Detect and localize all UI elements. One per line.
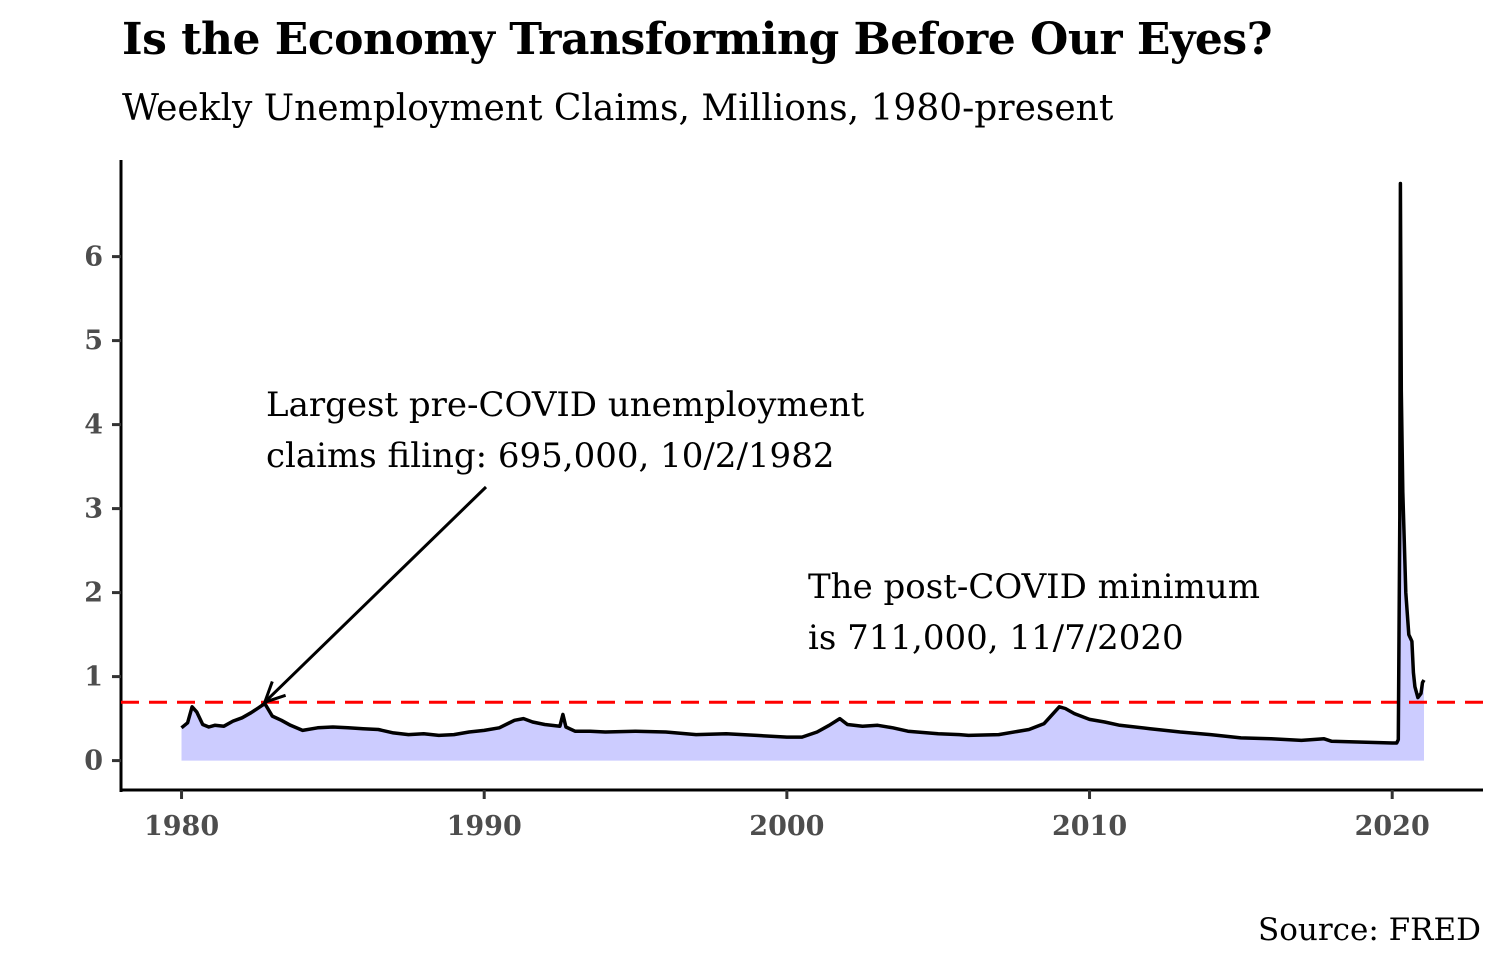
y-tick-label-4: 4	[84, 410, 103, 441]
annotation-pre-covid-max-line-1: Largest pre-COVID unemployment	[266, 385, 865, 425]
annotation-pre-covid-max: Largest pre-COVID unemployment claims fi…	[262, 385, 865, 705]
annotation-arrowhead	[262, 680, 287, 705]
annotation-arrow	[263, 485, 488, 704]
x-tick-label-2000: 2000	[749, 811, 824, 842]
annotation-post-covid-min: The post-COVID minimum is 711,000, 11/7/…	[808, 567, 1260, 658]
source-note: Source: FRED	[1257, 912, 1481, 948]
y-tick-label-5: 5	[84, 326, 103, 357]
x-tick-label-1980: 1980	[144, 811, 219, 842]
chart-subtitle: Weekly Unemployment Claims, Millions, 19…	[122, 88, 1114, 129]
chart-title: Is the Economy Transforming Before Our E…	[122, 14, 1272, 65]
y-tick-label-2: 2	[84, 578, 103, 609]
y-tick-label-1: 1	[84, 662, 103, 693]
x-axis: 1980 1990 2000 2010 2020	[121, 788, 1483, 842]
y-tick-label-0: 0	[84, 746, 103, 777]
claims-series-line	[180, 181, 1426, 745]
annotation-pre-covid-max-line-2: claims filing: 695,000, 10/2/1982	[266, 436, 834, 476]
annotation-post-covid-min-line-2: is 711,000, 11/7/2020	[808, 618, 1184, 658]
x-tick-label-1990: 1990	[447, 811, 522, 842]
y-axis: 0 1 2 3 4 5 6	[84, 160, 123, 792]
x-tick-label-2010: 2010	[1052, 811, 1127, 842]
y-tick-label-3: 3	[84, 494, 103, 525]
y-tick-label-6: 6	[84, 242, 103, 273]
x-tick-label-2020: 2020	[1355, 811, 1430, 842]
annotation-post-covid-min-line-1: The post-COVID minimum	[808, 567, 1260, 607]
